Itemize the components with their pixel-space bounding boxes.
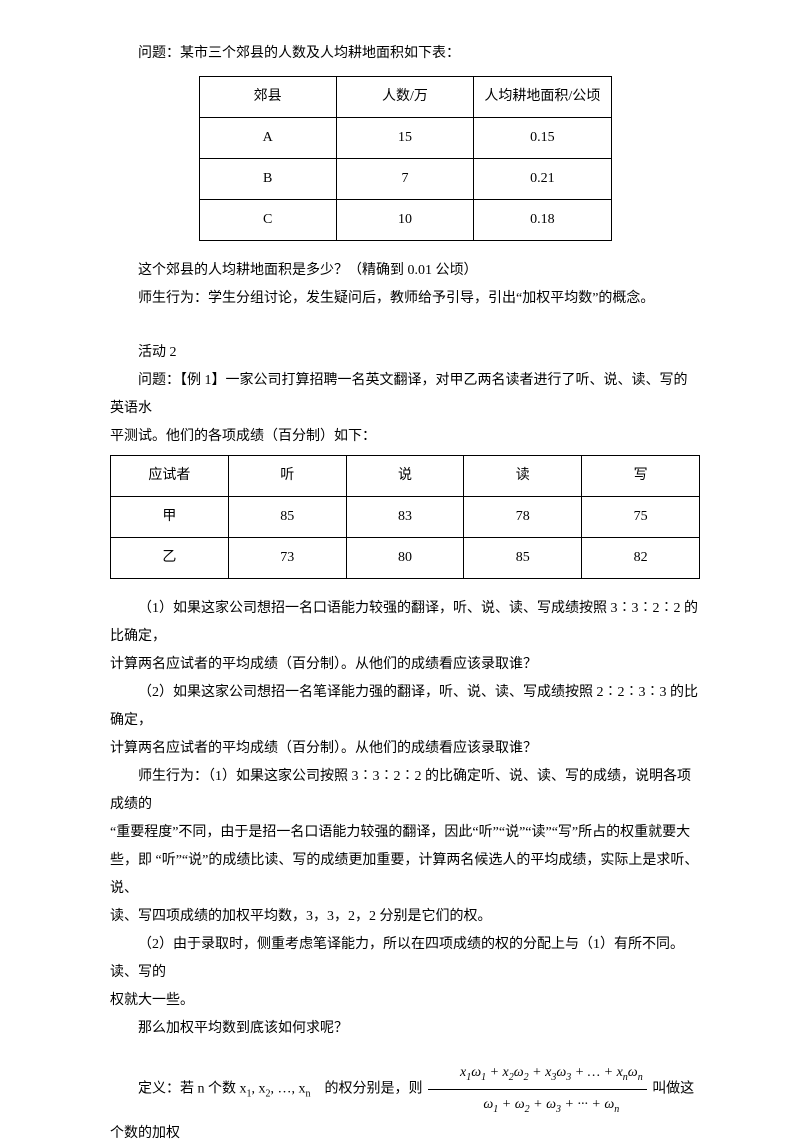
table-cell: 甲 [111,497,229,538]
table-row: C 10 0.18 [199,200,611,241]
document-page: 问题：某市三个郊县的人数及人均耕地面积如下表： 郊县 人数/万 人均耕地面积/公… [0,0,800,1132]
table-header: 应试者 [111,456,229,497]
table-row: 甲 85 83 78 75 [111,497,700,538]
question-2: （2）如果这家公司想招一名笔译能力强的翻译，听、说、读、写成绩按照 2∶2∶3∶… [110,679,700,735]
teacher-note: 师生行为：学生分组讨论，发生疑问后，教师给予引导，引出“加权平均数”的概念。 [110,285,700,313]
table-cell: 78 [464,497,582,538]
teacher-behavior-2: 权就大一些。 [110,987,700,1015]
table-header: 听 [228,456,346,497]
teacher-behavior: 师生行为：（1）如果这家公司按照 3∶3∶2∶2 的比确定听、说、读、写的成绩，… [110,763,700,819]
teacher-behavior-2: （2）由于录取时，侧重考虑笔译能力，所以在四项成绩的权的分配上与（1）有所不同。… [110,931,700,987]
table-row: B 7 0.21 [199,159,611,200]
table-cell: 7 [336,159,473,200]
table-cell: 80 [346,538,464,579]
table-cell: 10 [336,200,473,241]
table-cell: 15 [336,118,473,159]
weighted-avg-question: 那么加权平均数到底该如何求呢？ [110,1015,700,1043]
table-header: 人均耕地面积/公顷 [474,77,611,118]
formula-denominator: ω1 + ω2 + ω3 + ··· + ωn [428,1090,647,1120]
score-table: 应试者 听 说 读 写 甲 85 83 78 75 乙 73 80 85 82 [110,455,700,579]
table-header: 写 [582,456,700,497]
table-row: 乙 73 80 85 82 [111,538,700,579]
teacher-behavior: 读、写四项成绩的加权平均数，3，3，2，2 分别是它们的权。 [110,903,700,931]
table-cell: 85 [228,497,346,538]
table-cell: 0.18 [474,200,611,241]
question-2: 计算两名应试者的平均成绩（百分制）。从他们的成绩看应该录取谁？ [110,735,700,763]
activity-heading: 活动 2 [110,339,700,367]
example-text: 平测试。他们的各项成绩（百分制）如下： [110,423,700,451]
weighted-average-formula: x1ω1 + x2ω2 + x3ω3 + … + xnωn ω1 + ω2 + … [428,1059,647,1120]
table-cell: 85 [464,538,582,579]
intro-text: 问题：某市三个郊县的人数及人均耕地面积如下表： [110,40,700,68]
table-cell: 83 [346,497,464,538]
table-cell: 75 [582,497,700,538]
teacher-behavior: “重要程度”不同，由于是招一名口语能力较强的翻译，因此“听”“说”“读”“写”所… [110,819,700,847]
example-text: 问题：【例 1】一家公司打算招聘一名英文翻译，对甲乙两名读者进行了听、说、读、写… [110,367,700,423]
table-cell: 乙 [111,538,229,579]
table-cell: 82 [582,538,700,579]
table-cell: 73 [228,538,346,579]
question-1: （1）如果这家公司想招一名口语能力较强的翻译，听、说、读、写成绩按照 3∶3∶2… [110,595,700,651]
table-header: 读 [464,456,582,497]
table-cell: A [199,118,336,159]
def-text: 定义：若 n 个数 x [138,1082,247,1097]
table-header: 说 [346,456,464,497]
table-cell: 0.21 [474,159,611,200]
table-cell: B [199,159,336,200]
formula-numerator: x1ω1 + x2ω2 + x3ω3 + … + xnωn [428,1059,647,1090]
table-header: 人数/万 [336,77,473,118]
table-cell: 0.15 [474,118,611,159]
definition-line: 定义：若 n 个数 x1, x2, …, xn 的权分别是，则 x1ω1 + x… [110,1059,700,1148]
table-row: 应试者 听 说 读 写 [111,456,700,497]
table-header: 郊县 [199,77,336,118]
table-cell: C [199,200,336,241]
question-1: 计算两名应试者的平均成绩（百分制）。从他们的成绩看应该录取谁？ [110,651,700,679]
table-row: 郊县 人数/万 人均耕地面积/公顷 [199,77,611,118]
county-table: 郊县 人数/万 人均耕地面积/公顷 A 15 0.15 B 7 0.21 C 1… [199,76,612,241]
teacher-behavior: 些，即 “听”“说”的成绩比读、写的成绩更加重要，计算两名候选人的平均成绩，实际… [110,847,700,903]
question-text: 这个郊县的人均耕地面积是多少？（精确到 0.01 公顷） [110,257,700,285]
table-row: A 15 0.15 [199,118,611,159]
